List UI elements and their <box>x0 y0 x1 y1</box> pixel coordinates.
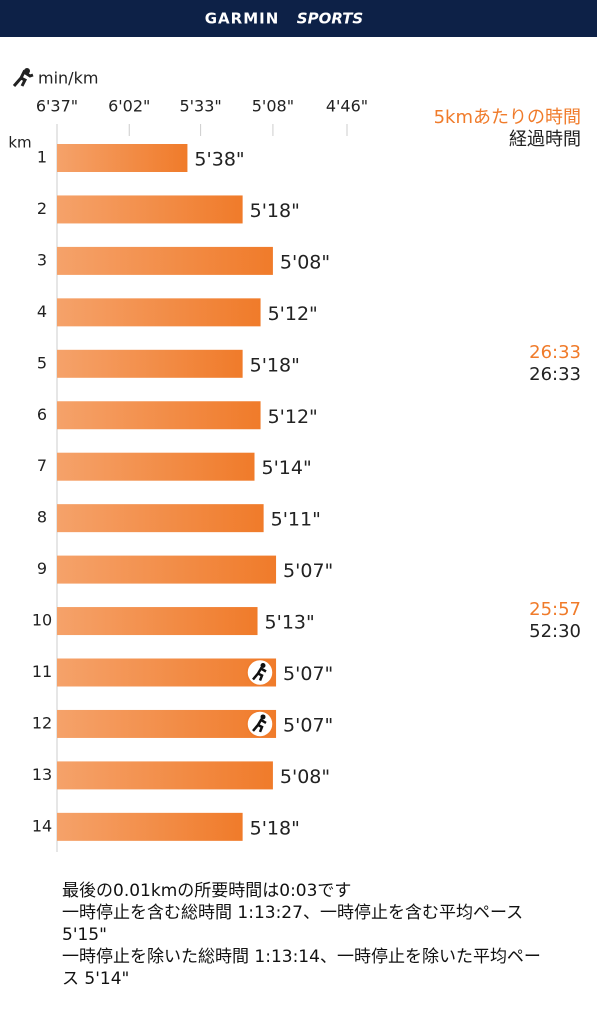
y-tick-label: 5 <box>37 353 47 372</box>
y-tick-label: 8 <box>37 508 47 527</box>
note: 一時停止を除いた総時間 1:13:14、一時停止を除いた平均ペース 5'14" <box>62 947 541 989</box>
bar <box>57 658 277 687</box>
split-title: 5kmあたりの時間 <box>434 107 581 128</box>
x-tick-label: 6'02" <box>108 97 150 116</box>
value-label: 5'13" <box>265 612 315 634</box>
y-tick-label: 6 <box>37 405 47 424</box>
pause-icon <box>246 710 274 738</box>
x-tick-label: 5'08" <box>252 97 294 116</box>
notes: 最後の0.01kmの所要時間は0:03です 一時停止を含む総時間 1:13:27… <box>62 880 552 990</box>
value-label: 5'38" <box>194 149 244 171</box>
x-tick-label: 6'37" <box>36 97 78 116</box>
split-time: 25:57 <box>529 599 581 620</box>
value-label: 5'11" <box>271 509 321 531</box>
y-tick-label: 14 <box>32 816 52 835</box>
value-label: 5'18" <box>250 817 300 839</box>
value-label: 5'08" <box>280 251 330 273</box>
icon-runner <box>252 666 267 681</box>
y-tick-label: 11 <box>32 662 52 681</box>
bar <box>57 761 273 790</box>
bar <box>57 504 264 533</box>
brand: GARMIN <box>205 10 280 28</box>
bar <box>57 607 258 636</box>
pause-icon <box>246 658 274 687</box>
bar <box>57 555 277 584</box>
y-tick-label: 2 <box>37 199 47 218</box>
runner-icon <box>12 68 34 87</box>
y-tick-label: 10 <box>32 611 52 630</box>
bar <box>57 401 261 430</box>
value-label: 5'07" <box>283 560 333 582</box>
y-tick-label: 13 <box>32 765 52 784</box>
elapsed-title: 経過時間 <box>509 129 581 150</box>
bar <box>57 452 255 481</box>
bar <box>57 812 243 841</box>
bar <box>57 298 261 327</box>
bar <box>57 246 273 275</box>
bar <box>57 195 243 224</box>
y-tick-label: 4 <box>37 302 47 321</box>
note: 最後の0.01kmの所要時間は0:03です <box>62 881 352 901</box>
icon-head <box>260 714 266 720</box>
bar <box>57 709 277 738</box>
icon-runner <box>252 718 267 733</box>
elapsed-time: 26:33 <box>529 364 581 385</box>
icon-head <box>260 663 266 668</box>
x-axis-label: min/km <box>38 69 98 88</box>
value-label: 5'08" <box>280 766 330 788</box>
note: 一時停止を含む総時間 1:13:27、一時停止を含む平均ペース 5'15" <box>62 903 524 945</box>
x-tick-label: 5'33" <box>179 97 221 116</box>
value-label: 5'18" <box>250 200 300 222</box>
x-tick-label: 4'46" <box>326 97 368 116</box>
y-tick-label: 3 <box>37 250 47 269</box>
value-label: 5'07" <box>283 714 333 736</box>
y-tick-label: 9 <box>37 559 47 578</box>
split-time: 26:33 <box>529 342 581 363</box>
y-axis-label: km <box>8 134 31 152</box>
elapsed-time: 52:30 <box>529 621 581 642</box>
y-tick-label: 1 <box>37 148 47 167</box>
header-bar <box>0 0 597 37</box>
value-label: 5'07" <box>283 663 333 685</box>
bar <box>57 144 188 172</box>
y-tick-label: 12 <box>32 713 52 732</box>
value-label: 5'18" <box>250 354 300 376</box>
y-tick-label: 7 <box>37 456 47 475</box>
sub-brand: SPORTS <box>297 10 363 28</box>
bar <box>57 349 243 378</box>
value-label: 5'12" <box>268 406 318 428</box>
value-label: 5'12" <box>268 303 318 325</box>
value-label: 5'14" <box>262 457 312 479</box>
